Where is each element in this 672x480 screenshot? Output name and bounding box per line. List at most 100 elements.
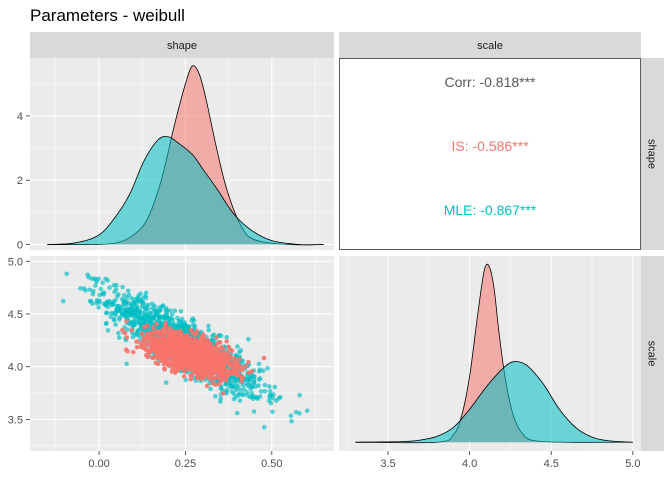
scatter-point [132, 319, 138, 325]
scatter-point [172, 308, 178, 314]
scatter-point [137, 314, 143, 320]
scatter-point [183, 323, 189, 329]
scatter-point [224, 335, 229, 340]
scatter-point [190, 316, 196, 321]
scatter-point [151, 343, 156, 348]
scatter-point [253, 384, 259, 389]
strip-top-shape [30, 32, 334, 58]
scatter-point [179, 355, 185, 361]
x-axis-shape-tick-label: 0.50 [261, 458, 282, 470]
scatter-point [208, 343, 213, 349]
scatter-point [194, 348, 199, 353]
scatter-point [195, 373, 200, 378]
shape-density-line-mle [47, 136, 324, 246]
scatter-point [175, 353, 181, 359]
scatter-point [130, 334, 136, 340]
scatter-point [210, 359, 216, 365]
scatter-point [122, 330, 128, 336]
scatter-point [190, 366, 196, 372]
scatter-point [207, 373, 213, 378]
scatter-point [231, 396, 237, 402]
scatter-point [163, 380, 169, 385]
scatter-point [129, 296, 134, 301]
scatter-point [105, 278, 110, 283]
scatter-point [109, 310, 114, 316]
scatter-point [165, 330, 171, 335]
scatter-point [116, 306, 121, 311]
scatter-point [194, 328, 199, 334]
scatter-point [155, 361, 161, 367]
scatter-point [265, 366, 270, 371]
scatter-point [216, 381, 222, 387]
y-axis-scale-tick-label: 3.5 [8, 414, 23, 426]
scatter-point [141, 300, 146, 305]
scatter-point [131, 349, 136, 355]
scatter-point [194, 353, 199, 359]
scatter-point [171, 358, 177, 364]
scatter-point [170, 348, 175, 353]
scatter-point [219, 353, 225, 359]
scatter-point [238, 387, 243, 393]
y-axis-shape-density-tick-label: 0 [17, 240, 23, 252]
scatter-point [123, 347, 129, 353]
scatter-point [165, 308, 170, 313]
scatter-point [163, 353, 168, 359]
scatter-point [210, 368, 215, 374]
scatter-point [255, 396, 260, 401]
scatter-point [235, 344, 240, 349]
x-axis-scale-tick-label: 4.5 [544, 458, 559, 470]
scatter-point [224, 339, 229, 344]
scatter-point [246, 359, 251, 365]
scatter-point [61, 298, 66, 304]
scatter-point [268, 400, 274, 406]
scatter-point [229, 348, 235, 353]
scatter-point [152, 303, 157, 309]
scatter-point [232, 356, 237, 362]
scatter-point [246, 336, 251, 342]
scatter-point [101, 301, 107, 307]
strip-right-shape [641, 58, 664, 250]
scatter-point [124, 318, 129, 324]
scatter-point [180, 323, 185, 328]
scatter-point [208, 386, 213, 392]
strip-label-right-scale: scale [646, 341, 658, 367]
scatter-point [152, 308, 157, 313]
scatter-point [141, 338, 146, 343]
scatter-point [237, 349, 242, 355]
scale-density-area-is [355, 264, 633, 443]
panel-correlation [339, 58, 641, 250]
axes: 0.00 0.25 0.50 3.5 4.0 4.5 5.0 0 2 4 3.5 4.0 4.5 5.0 [8, 111, 641, 470]
scatter-point [289, 418, 294, 424]
strip-right-scale [641, 256, 664, 451]
scatter-point [154, 321, 159, 327]
scatter-point [236, 393, 242, 398]
scatter-point [188, 372, 193, 378]
chart-title: Parameters - weibull [30, 6, 185, 25]
scatter-point [81, 286, 87, 291]
scatter-point [176, 337, 181, 342]
scatter-point [113, 312, 119, 318]
scatter-point [111, 317, 117, 323]
scatter-point [116, 330, 121, 336]
scatter-point [116, 335, 122, 340]
x-axis-scale-tick-label: 3.5 [380, 458, 395, 470]
scatter-point [288, 413, 294, 419]
chart-marks: Corr: -0.818*** IS: -0.586*** MLE: -0.867*… [47, 65, 633, 444]
scatter-point [251, 409, 257, 414]
scatter-point [167, 343, 173, 349]
scatter-point [98, 286, 104, 292]
scatter-point [91, 288, 96, 294]
scatter-point [297, 392, 303, 398]
scatter-point [96, 305, 101, 310]
scatter-point [217, 361, 223, 366]
scatter-point [160, 337, 165, 343]
scatter-point [224, 371, 229, 377]
scatter-point [179, 332, 184, 338]
scatter-point [226, 358, 231, 364]
scatter-point [227, 380, 232, 386]
scatter-point [244, 364, 249, 369]
scatter-point [146, 314, 152, 320]
x-axis-shape-tick-label: 0.00 [88, 458, 109, 470]
scatter-point [146, 334, 152, 340]
scatter-point [205, 367, 211, 373]
